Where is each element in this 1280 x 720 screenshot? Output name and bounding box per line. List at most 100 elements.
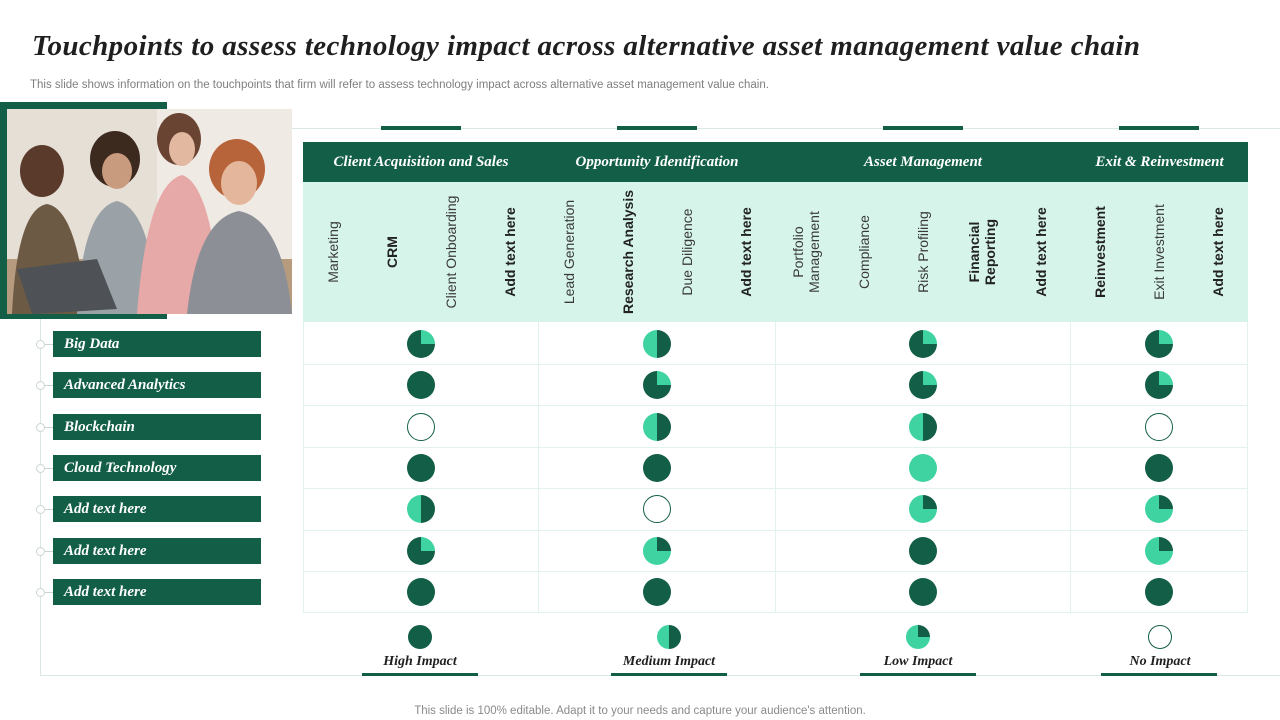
column-header-band (303, 182, 1248, 322)
legend-ball-medium (657, 625, 681, 649)
slide-footer: This slide is 100% editable. Adapt it to… (414, 705, 866, 717)
column-header-portfolio-management: Portfolio Management (789, 211, 822, 293)
frame-top-line (167, 128, 1280, 129)
grid-vertical-line (538, 322, 539, 613)
impact-ball (407, 537, 435, 565)
row-label-cloud-technology: Cloud Technology (53, 455, 261, 481)
row-connector (43, 385, 53, 386)
column-header-add-text-3: Add text here (1032, 207, 1049, 297)
group-title-asset-management: Asset Management (864, 154, 982, 170)
impact-ball (1145, 578, 1173, 606)
legend-ball-low (906, 625, 930, 649)
impact-ball (407, 330, 435, 358)
grid-horizontal-line (303, 612, 1248, 613)
impact-ball (643, 413, 671, 441)
row-connector (43, 344, 53, 345)
row-connector (43, 427, 53, 428)
impact-ball (1145, 454, 1173, 482)
row-label-blockchain: Blockchain (53, 414, 261, 440)
impact-ball (407, 371, 435, 399)
impact-ball (909, 454, 937, 482)
column-header-add-text-2: Add text here (737, 207, 754, 297)
impact-ball (407, 454, 435, 482)
row-label-add-text-2: Add text here (53, 538, 261, 564)
team-photo-illustration (7, 109, 292, 314)
row-connector (43, 468, 53, 469)
column-header-lead-generation: Lead Generation (560, 199, 577, 305)
column-header-reinvestment: Reinvestment (1091, 206, 1108, 298)
legend-label-low: Low Impact (883, 654, 953, 669)
column-header-add-text-4: Add text here (1209, 207, 1226, 297)
grid-vertical-line (303, 322, 304, 613)
column-header-financial-reporting: Financial Reporting (965, 218, 998, 286)
column-header-client-onboarding: Client Onboarding (442, 195, 459, 309)
legend-ball-none (1148, 625, 1172, 649)
row-bullet-dot (36, 547, 45, 556)
row-connector (43, 592, 53, 593)
top-tick-4 (1119, 126, 1199, 130)
impact-ball (643, 495, 671, 523)
impact-ball (909, 495, 937, 523)
frame-left-line (40, 319, 41, 675)
row-bullet-dot (36, 381, 45, 390)
grid-horizontal-line (303, 405, 1248, 406)
bottom-tick-2 (611, 673, 727, 676)
column-header-add-text-1: Add text here (501, 207, 518, 297)
row-label-add-text-1: Add text here (53, 496, 261, 522)
row-bullet-dot (36, 423, 45, 432)
impact-ball (643, 371, 671, 399)
group-title-opportunity-identification: Opportunity Identification (575, 154, 739, 170)
grid-vertical-line (1070, 322, 1071, 613)
slide-subtitle: This slide shows information on the touc… (30, 79, 769, 91)
legend-label-medium: Medium Impact (622, 654, 716, 669)
grid-vertical-line (1247, 322, 1248, 613)
row-bullet-dot (36, 340, 45, 349)
group-title-client-acquisition: Client Acquisition and Sales (333, 154, 509, 170)
column-header-research-analysis: Research Analysis (619, 190, 636, 314)
bottom-tick-4 (1101, 673, 1217, 676)
grid-vertical-line (775, 322, 776, 613)
impact-ball (1145, 495, 1173, 523)
row-connector (43, 551, 53, 552)
bottom-tick-3 (860, 673, 976, 676)
group-title-exit-reinvestment: Exit & Reinvestment (1095, 154, 1224, 170)
row-label-big-data: Big Data (53, 331, 261, 357)
column-header-exit-investment: Exit Investment (1150, 204, 1167, 300)
column-header-marketing: Marketing (324, 221, 341, 283)
impact-ball (909, 578, 937, 606)
impact-ball (1145, 371, 1173, 399)
top-tick-3 (883, 126, 963, 130)
top-tick-1 (381, 126, 461, 130)
grid-horizontal-line (303, 530, 1248, 531)
top-tick-2 (617, 126, 697, 130)
column-header-crm: CRM (383, 236, 400, 268)
impact-ball (1145, 413, 1173, 441)
row-bullet-dot (36, 505, 45, 514)
grid-horizontal-line (303, 488, 1248, 489)
impact-ball (1145, 537, 1173, 565)
team-photo (7, 109, 292, 314)
group-header-band (303, 142, 1248, 182)
row-label-advanced-analytics: Advanced Analytics (53, 372, 261, 398)
row-connector (43, 509, 53, 510)
legend-label-high: High Impact (383, 654, 457, 669)
grid-horizontal-line (303, 364, 1248, 365)
row-label-add-text-3: Add text here (53, 579, 261, 605)
row-bullet-dot (36, 464, 45, 473)
impact-ball (909, 371, 937, 399)
impact-ball (643, 454, 671, 482)
impact-ball (1145, 330, 1173, 358)
bottom-tick-1 (362, 673, 478, 676)
impact-ball (643, 330, 671, 358)
column-header-risk-profiling: Risk Profiling (914, 211, 931, 293)
impact-ball (407, 578, 435, 606)
impact-ball (909, 413, 937, 441)
legend-ball-high (408, 625, 432, 649)
slide-title: Touchpoints to assess technology impact … (32, 30, 1141, 62)
impact-ball (643, 537, 671, 565)
legend-label-none: No Impact (1129, 654, 1191, 669)
impact-ball (909, 330, 937, 358)
column-header-compliance: Compliance (855, 215, 872, 289)
column-header-due-diligence: Due Diligence (678, 208, 695, 296)
impact-ball (643, 578, 671, 606)
